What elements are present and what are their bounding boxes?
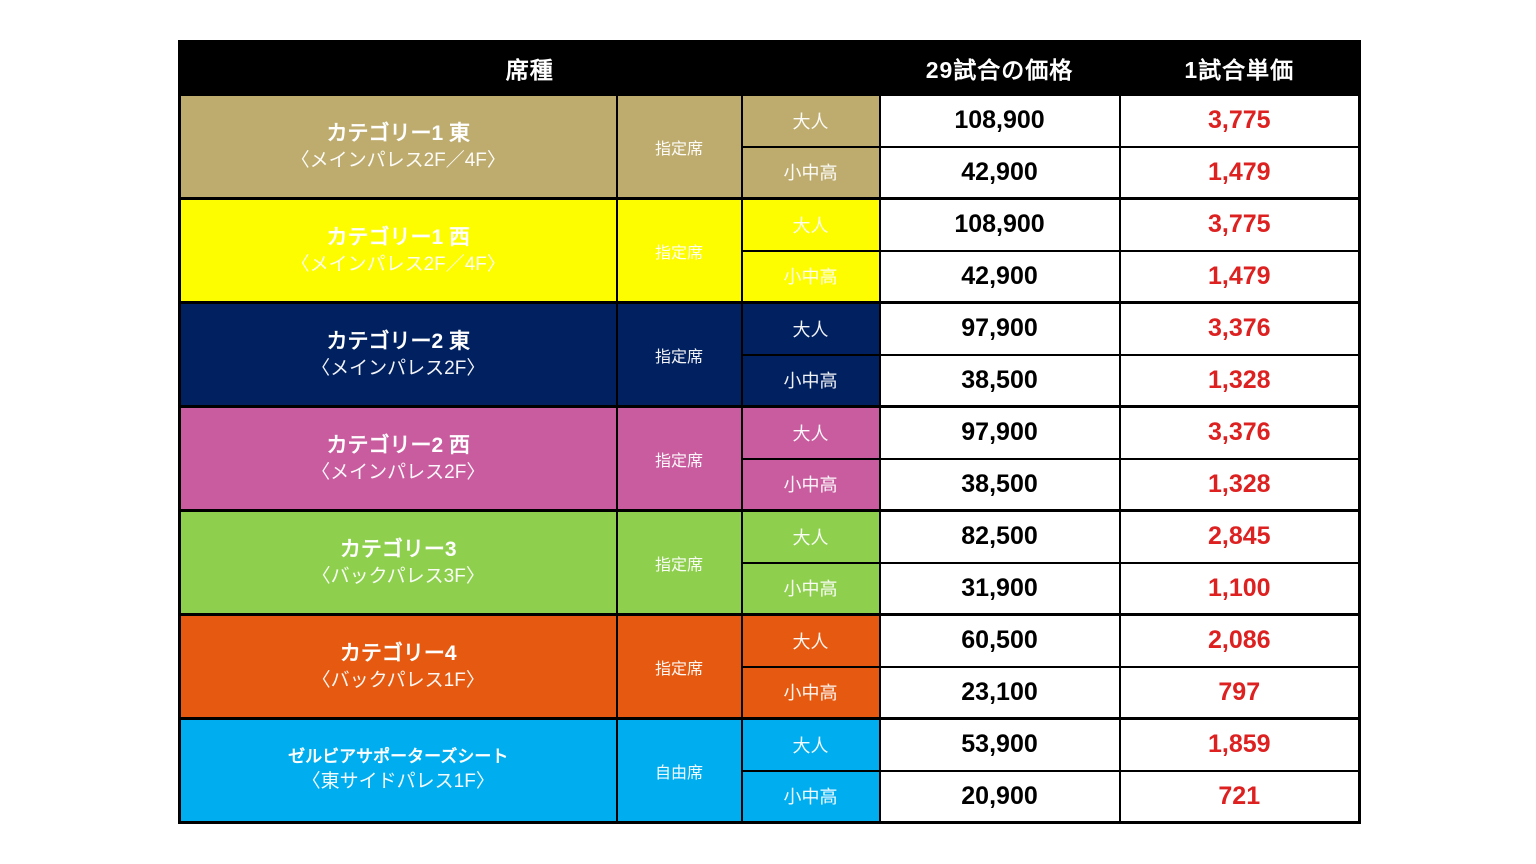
seat-category-cell: カテゴリー2 東 〈メインパレス2F〉 [178, 301, 618, 408]
price-cell: 20,900 [878, 769, 1121, 824]
age-group-cell: 小中高 [740, 665, 881, 720]
category-venue: 〈メインパレス2F〉 [311, 357, 486, 379]
unit-price-cell: 2,086 [1118, 613, 1361, 668]
unit-price-cell: 1,479 [1118, 145, 1361, 200]
price-cell: 23,100 [878, 665, 1121, 720]
age-group-cell: 大人 [740, 613, 881, 668]
category-name: ゼルビアサポーターズシート [288, 747, 509, 767]
age-group-cell: 小中高 [740, 353, 881, 408]
unit-price-cell: 1,479 [1118, 249, 1361, 304]
age-group-cell: 大人 [740, 509, 881, 564]
seat-type-cell: 指定席 [615, 93, 743, 200]
price-cell: 60,500 [878, 613, 1121, 668]
category-venue: 〈メインパレス2F〉 [311, 461, 486, 483]
header-row: 席種 29試合の価格 1試合単価 [178, 40, 1361, 96]
table-row: カテゴリー3 〈バックパレス3F〉 指定席 大人 82,500 2,845 [178, 509, 1361, 616]
seat-type-cell: 指定席 [615, 197, 743, 304]
seat-type-cell: 指定席 [615, 301, 743, 408]
seat-category-cell: カテゴリー2 西 〈メインパレス2F〉 [178, 405, 618, 512]
unit-price-cell: 3,376 [1118, 301, 1361, 356]
price-cell: 82,500 [878, 509, 1121, 564]
category-name: カテゴリー4 [339, 641, 457, 665]
age-group-cell: 大人 [740, 93, 881, 148]
seat-category-cell: カテゴリー4 〈バックパレス1F〉 [178, 613, 618, 720]
price-cell: 38,500 [878, 353, 1121, 408]
table-row: カテゴリー1 東 〈メインパレス2F／4F〉 指定席 大人 108,900 3,… [178, 93, 1361, 200]
table-row: 小中高 38,500 1,328 [180, 353, 1361, 408]
table-row: 小中高 38,500 1,328 [180, 457, 1361, 512]
age-group-cell: 小中高 [740, 145, 881, 200]
unit-price-cell: 3,376 [1118, 405, 1361, 460]
seat-type-cell: 指定席 [615, 405, 743, 512]
season-pass-price-table: 席種 29試合の価格 1試合単価 カテゴリー1 東 〈メインパレス2F／4F〉 … [178, 40, 1362, 824]
seat-type-cell: 自由席 [615, 717, 743, 824]
unit-price-cell: 1,328 [1118, 353, 1361, 408]
unit-price-cell: 1,859 [1118, 717, 1361, 772]
price-cell: 42,900 [878, 249, 1121, 304]
table-row: ゼルビアサポーターズシート 〈東サイドパレス1F〉 自由席 大人 53,900 … [178, 717, 1361, 824]
table-row: カテゴリー4 〈バックパレス1F〉 指定席 大人 60,500 2,086 [178, 613, 1361, 720]
age-group-cell: 大人 [740, 717, 881, 772]
age-group-cell: 大人 [740, 405, 881, 460]
unit-price-cell: 721 [1118, 769, 1361, 824]
seat-category-cell: ゼルビアサポーターズシート 〈東サイドパレス1F〉 [178, 717, 618, 824]
table-row: 小中高 31,900 1,100 [180, 561, 1361, 616]
unit-price-cell: 3,775 [1118, 197, 1361, 252]
price-cell: 108,900 [878, 197, 1121, 252]
table-row: 小中高 42,900 1,479 [180, 145, 1361, 200]
age-group-cell: 大人 [740, 197, 881, 252]
seat-category-cell: カテゴリー1 東 〈メインパレス2F／4F〉 [178, 93, 618, 200]
unit-price-cell: 797 [1118, 665, 1361, 720]
category-name: カテゴリー1 西 [326, 225, 470, 249]
table-row: カテゴリー2 西 〈メインパレス2F〉 指定席 大人 97,900 3,376 [178, 405, 1361, 512]
table-row: 小中高 20,900 721 [180, 769, 1361, 824]
category-name: カテゴリー2 東 [326, 329, 470, 353]
category-venue: 〈東サイドパレス1F〉 [301, 771, 495, 793]
price-cell: 53,900 [878, 717, 1121, 772]
age-group-cell: 小中高 [740, 249, 881, 304]
table-row: 小中高 42,900 1,479 [180, 249, 1361, 304]
header-price-29-games: 29試合の価格 [878, 40, 1121, 96]
unit-price-cell: 1,100 [1118, 561, 1361, 616]
category-name: カテゴリー3 [339, 537, 457, 561]
price-cell: 97,900 [878, 405, 1121, 460]
age-group-cell: 小中高 [740, 561, 881, 616]
seat-category-cell: カテゴリー3 〈バックパレス3F〉 [178, 509, 618, 616]
seat-type-cell: 指定席 [615, 613, 743, 720]
category-venue: 〈バックパレス1F〉 [311, 669, 485, 691]
seat-type-cell: 指定席 [615, 509, 743, 616]
age-group-cell: 大人 [740, 301, 881, 356]
table-row: カテゴリー2 東 〈メインパレス2F〉 指定席 大人 97,900 3,376 [178, 301, 1361, 408]
category-venue: 〈メインパレス2F／4F〉 [290, 149, 506, 171]
price-cell: 42,900 [878, 145, 1121, 200]
unit-price-cell: 2,845 [1118, 509, 1361, 564]
unit-price-cell: 1,328 [1118, 457, 1361, 512]
table-row: カテゴリー1 西 〈メインパレス2F／4F〉 指定席 大人 108,900 3,… [178, 197, 1361, 304]
price-cell: 38,500 [878, 457, 1121, 512]
category-venue: 〈バックパレス3F〉 [311, 565, 485, 587]
price-cell: 108,900 [878, 93, 1121, 148]
age-group-cell: 小中高 [740, 769, 881, 824]
header-unit-price: 1試合単価 [1118, 40, 1361, 96]
price-cell: 97,900 [878, 301, 1121, 356]
header-seat-type: 席種 [178, 40, 881, 96]
category-venue: 〈メインパレス2F／4F〉 [290, 253, 506, 275]
category-name: カテゴリー2 西 [326, 433, 470, 457]
category-name: カテゴリー1 東 [326, 121, 470, 145]
table-row: 小中高 23,100 797 [180, 665, 1361, 720]
unit-price-cell: 3,775 [1118, 93, 1361, 148]
seat-category-cell: カテゴリー1 西 〈メインパレス2F／4F〉 [178, 197, 618, 304]
age-group-cell: 小中高 [740, 457, 881, 512]
price-cell: 31,900 [878, 561, 1121, 616]
